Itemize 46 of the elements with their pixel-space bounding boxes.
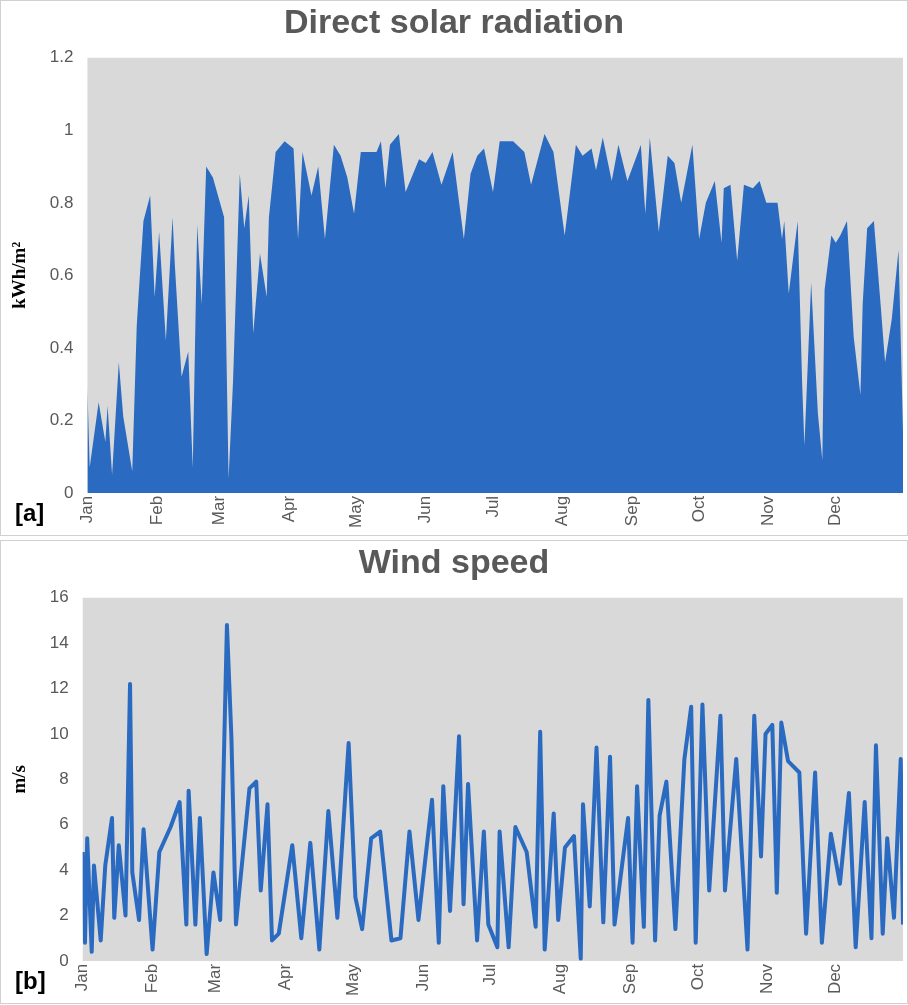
y-tick-label: 0 [59, 950, 69, 970]
text: [a] [15, 499, 45, 527]
y-tick-label: 1 [63, 120, 74, 139]
y-axis-title: kWh/m² [8, 241, 30, 309]
x-tick-label: Sep [621, 495, 641, 527]
y-tick-label: 14 [49, 632, 69, 652]
x-tick-label: Jun [415, 495, 435, 524]
text: [b] [15, 967, 46, 995]
y-tick-label: 0.4 [49, 337, 74, 357]
x-tick-label: Jan [72, 963, 92, 992]
y-tick-label: 4 [59, 859, 69, 879]
y-tick-label: 16 [49, 587, 69, 607]
y-tick-label: 12 [49, 678, 69, 698]
y-tick-label: 0.6 [49, 265, 74, 285]
y-tick-label: 0.8 [49, 192, 74, 212]
x-tick-label: Feb [146, 495, 166, 526]
chart-title: Wind speed [358, 541, 550, 580]
x-tick-label: Aug [550, 963, 570, 995]
chart-title: Direct solar radiation [283, 1, 625, 40]
x-tick-label: May [345, 495, 365, 529]
x-tick-label: Jul [480, 963, 500, 986]
y-tick-label: 0 [63, 482, 74, 502]
y-tick-label: 1.2 [49, 47, 74, 67]
x-tick-label: Sep [620, 963, 640, 995]
x-tick-label: Nov [757, 963, 777, 995]
x-tick-label: Apr [275, 963, 295, 991]
y-axis-title: m/s [8, 765, 30, 794]
x-tick-label: Nov [758, 495, 778, 527]
y-tick-label: 8 [59, 769, 69, 789]
x-tick-label: Jun [412, 963, 432, 992]
x-tick-label: Aug [552, 495, 572, 527]
x-tick-label: May [342, 963, 362, 997]
x-tick-label: Oct [688, 495, 708, 523]
x-tick-label: Jan [77, 495, 97, 524]
y-tick-label: 0.2 [49, 410, 74, 430]
x-tick-label: Dec [825, 963, 845, 995]
y-tick-label: 6 [59, 814, 69, 834]
y-tick-label: 2 [59, 905, 69, 925]
x-tick-label: Mar [205, 963, 225, 994]
x-tick-label: Jul [482, 495, 502, 518]
x-tick-label: Apr [278, 495, 298, 523]
x-tick-label: Oct [687, 963, 707, 991]
x-tick-label: Feb [142, 963, 162, 994]
x-tick-label: Mar [209, 495, 229, 526]
x-tick-label: Dec [825, 495, 845, 527]
y-tick-label: 10 [49, 723, 69, 743]
